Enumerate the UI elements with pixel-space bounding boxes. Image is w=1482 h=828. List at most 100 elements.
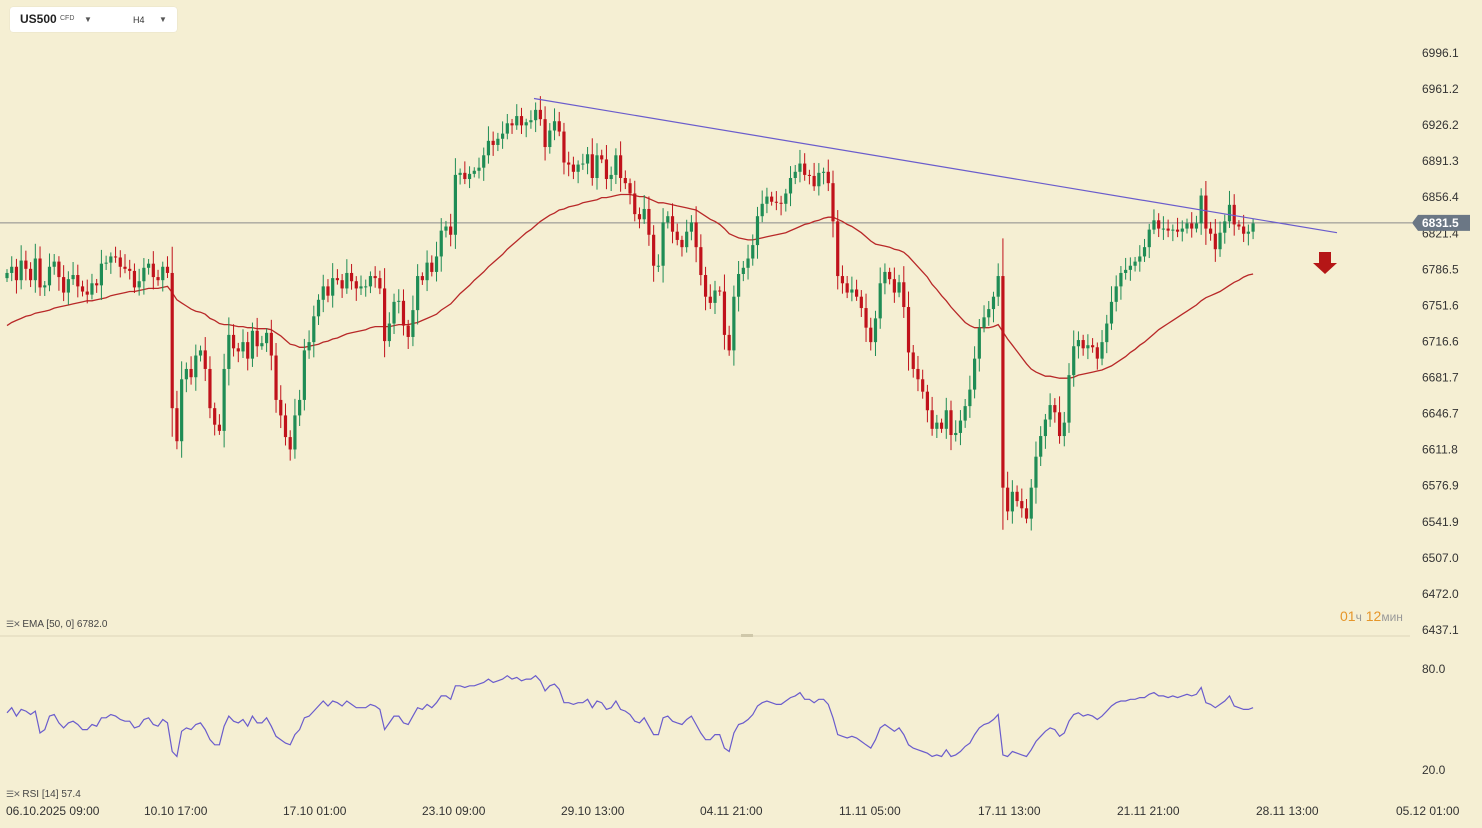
candle[interactable] (873, 310, 878, 357)
candle[interactable] (812, 162, 816, 191)
candle[interactable] (1020, 488, 1024, 518)
symbol-name[interactable]: US500 (20, 12, 57, 26)
candle[interactable] (1109, 286, 1114, 330)
candle[interactable] (760, 190, 764, 223)
candle[interactable] (463, 161, 467, 185)
candle[interactable] (180, 361, 184, 458)
candle[interactable] (255, 317, 259, 357)
candle[interactable] (883, 263, 887, 295)
candle[interactable] (312, 305, 316, 358)
ema-line[interactable] (6, 193, 1254, 379)
candle[interactable] (1119, 265, 1123, 300)
candle[interactable] (279, 385, 283, 429)
candle[interactable] (770, 191, 774, 206)
candle[interactable] (571, 156, 575, 180)
candle[interactable] (1133, 256, 1137, 272)
candle[interactable] (751, 234, 755, 266)
candle[interactable] (364, 279, 368, 297)
candle[interactable] (670, 203, 675, 244)
candle[interactable] (47, 253, 52, 292)
candle[interactable] (227, 317, 231, 386)
candle[interactable] (930, 396, 934, 436)
candle[interactable] (340, 273, 344, 298)
candle[interactable] (576, 160, 580, 184)
candle[interactable] (916, 355, 920, 392)
candle[interactable] (38, 246, 42, 296)
candle[interactable] (949, 400, 953, 451)
candle[interactable] (260, 335, 264, 350)
candle[interactable] (316, 294, 321, 325)
candle[interactable] (784, 188, 788, 212)
candle[interactable] (359, 275, 363, 295)
candle[interactable] (477, 157, 481, 179)
candle[interactable] (585, 146, 590, 175)
candle[interactable] (1138, 245, 1142, 272)
candle[interactable] (821, 167, 826, 185)
candle[interactable] (633, 180, 637, 222)
candle[interactable] (1010, 480, 1014, 524)
candle[interactable] (534, 102, 538, 133)
candle[interactable] (807, 169, 811, 185)
candle[interactable] (250, 322, 255, 367)
candle[interactable] (713, 280, 717, 315)
candle[interactable] (689, 215, 693, 241)
candle[interactable] (132, 263, 137, 293)
candle[interactable] (1251, 219, 1255, 240)
candle[interactable] (614, 148, 618, 185)
candle[interactable] (718, 286, 722, 296)
candle[interactable] (302, 338, 306, 411)
candle[interactable] (552, 108, 557, 141)
candle[interactable] (746, 244, 750, 280)
candle[interactable] (906, 291, 911, 371)
candle[interactable] (675, 223, 679, 246)
candle[interactable] (935, 414, 939, 439)
candle[interactable] (1001, 238, 1005, 530)
candle[interactable] (864, 293, 868, 342)
candle[interactable] (831, 170, 835, 238)
candle[interactable] (208, 356, 212, 419)
candle[interactable] (892, 267, 896, 303)
candle[interactable] (151, 251, 155, 290)
candle[interactable] (944, 397, 948, 439)
candle[interactable] (496, 132, 500, 152)
candle[interactable] (680, 235, 684, 257)
candle[interactable] (1062, 411, 1066, 447)
candle[interactable] (1157, 213, 1161, 238)
candle[interactable] (1232, 194, 1236, 236)
candle[interactable] (326, 279, 330, 303)
candle[interactable] (246, 331, 250, 371)
candle[interactable] (458, 168, 462, 185)
candle[interactable] (213, 402, 217, 436)
candle[interactable] (850, 276, 854, 302)
candle[interactable] (765, 187, 769, 214)
candle[interactable] (1185, 218, 1189, 234)
candle[interactable] (788, 166, 793, 207)
candle[interactable] (845, 276, 849, 299)
candle[interactable] (1166, 219, 1170, 238)
settings-lines-icon[interactable]: ☰✕ (6, 789, 21, 799)
chevron-down-icon[interactable]: ▼ (159, 15, 167, 24)
candle[interactable] (1095, 342, 1099, 370)
candle[interactable] (109, 252, 113, 274)
candle[interactable] (623, 170, 627, 190)
candle[interactable] (1171, 224, 1175, 242)
candle[interactable] (991, 291, 996, 323)
candle[interactable] (1091, 338, 1095, 353)
candle[interactable] (387, 312, 391, 347)
candle[interactable] (1034, 441, 1038, 504)
candle[interactable] (491, 131, 495, 156)
chevron-down-icon[interactable]: ▼ (84, 15, 92, 24)
candle[interactable] (19, 245, 23, 290)
candle[interactable] (793, 164, 797, 185)
candle[interactable] (293, 398, 297, 459)
symbol-toolbar[interactable]: US500 CFD ▼ H4 ▼ (10, 7, 177, 32)
candle[interactable] (383, 268, 387, 358)
candle[interactable] (656, 254, 660, 272)
candle[interactable] (1015, 485, 1019, 507)
ema-legend[interactable]: ☰✕ EMA [50, 0] 6782.0 (6, 619, 107, 630)
candle[interactable] (416, 264, 420, 325)
candle[interactable] (1072, 330, 1076, 387)
candle[interactable] (987, 301, 991, 326)
candle[interactable] (1086, 334, 1090, 360)
